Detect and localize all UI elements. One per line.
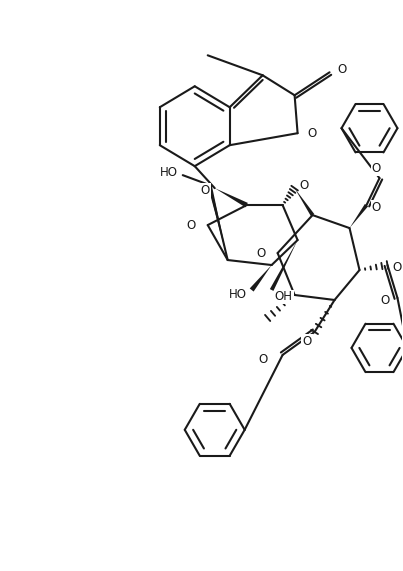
Text: O: O: [380, 295, 389, 307]
Polygon shape: [208, 184, 228, 260]
Text: O: O: [338, 63, 347, 76]
Text: O: O: [372, 162, 381, 175]
Text: O: O: [307, 127, 317, 140]
Polygon shape: [215, 188, 248, 207]
Text: O: O: [187, 219, 196, 232]
Text: O: O: [258, 353, 268, 367]
Text: OH: OH: [274, 291, 293, 303]
Polygon shape: [295, 188, 314, 216]
Polygon shape: [250, 265, 272, 292]
Polygon shape: [349, 204, 368, 228]
Text: O: O: [302, 335, 312, 348]
Text: O: O: [299, 179, 309, 192]
Text: O: O: [393, 260, 402, 274]
Text: O: O: [256, 247, 266, 260]
Text: O: O: [200, 184, 210, 196]
Text: O: O: [372, 200, 381, 214]
Text: HO: HO: [160, 166, 178, 179]
Text: HO: HO: [229, 288, 247, 301]
Polygon shape: [270, 240, 297, 291]
